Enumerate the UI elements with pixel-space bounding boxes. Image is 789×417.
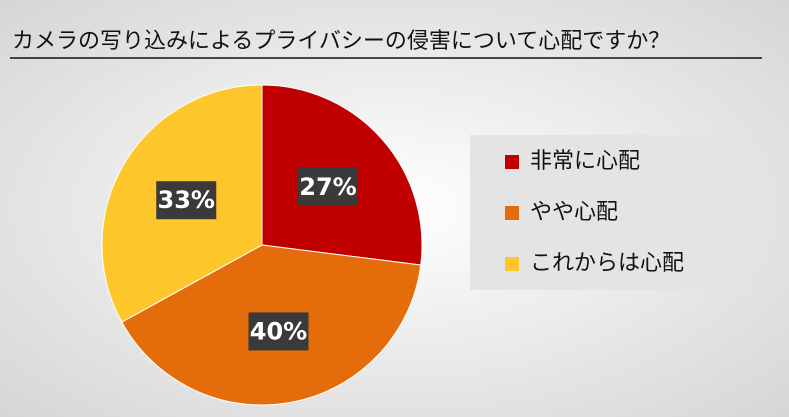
legend-swatch <box>505 257 519 271</box>
legend-label: これからは心配 <box>530 251 684 276</box>
legend-label: 非常に心配 <box>530 149 640 174</box>
chart-title: カメラの写り込みによるプライバシーの侵害について心配ですか？ <box>12 29 670 54</box>
data-label-box <box>298 167 359 206</box>
legend-swatch <box>505 206 519 220</box>
data-label: 40% <box>250 317 307 345</box>
data-label-box <box>156 181 217 220</box>
data-label-box <box>248 312 309 351</box>
legend-swatch <box>505 155 519 169</box>
data-label: 27% <box>299 173 356 201</box>
data-label: 33% <box>158 186 215 214</box>
legend-label: やや心配 <box>530 200 618 225</box>
